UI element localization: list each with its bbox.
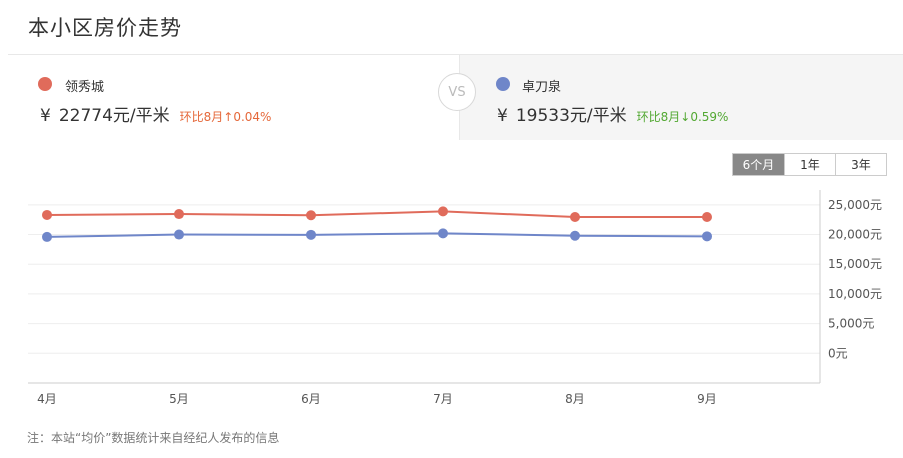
footnote: 注：本站“均价”数据统计来自经纪人发布的信息 [27,431,280,445]
data-point [174,209,184,220]
x-tick-label: 7月 [433,392,453,406]
range-tab-6m[interactable]: 6个月 [733,154,784,175]
data-point [42,209,52,220]
x-tick-label: 9月 [697,392,717,406]
data-point [702,231,712,242]
y-tick-label: 20,000元 [828,228,882,242]
y-tick-label: 0元 [828,346,848,360]
series-line-0 [46,210,707,219]
compare-left: 领秀城 ¥ 22774元/平米 环比8月↑0.04% [8,55,459,140]
compare-right: 卓刀泉 ¥ 19533元/平米 环比8月↓0.59% [459,55,903,140]
data-point [42,231,52,242]
data-point [438,206,448,217]
y-tick-label: 25,000元 [828,198,882,212]
price-right: 19533元/平米 [515,106,627,126]
data-point [570,212,580,223]
price-left: 22774元/平米 [58,106,170,126]
estate-name-right: 卓刀泉 [522,80,562,95]
range-tab-3y[interactable]: 3年 [835,154,886,175]
y-tick-label: 15,000元 [828,257,882,271]
estate-name-left: 领秀城 [65,80,105,95]
estate-color-dot-left [38,77,52,91]
data-point [702,212,712,223]
x-tick-label: 5月 [169,392,189,406]
data-point [174,229,184,240]
currency-symbol-left: ¥ [40,106,51,126]
data-point [306,210,316,221]
x-tick-label: 6月 [301,392,321,406]
price-line-left: ¥ 22774元/平米 环比8月↑0.04% [40,101,271,126]
data-point [570,230,580,241]
data-point [438,228,448,239]
data-point [306,229,316,240]
chart-area: 6个月 1年 3年 [8,141,903,458]
price-line-right: ¥ 19533元/平米 环比8月↓0.59% [497,101,728,126]
x-tick-label: 8月 [565,392,585,406]
mom-change-right: 环比8月↓0.59% [636,110,729,124]
mom-change-left: 环比8月↑0.04% [179,110,272,124]
compare-panel: 领秀城 ¥ 22774元/平米 环比8月↑0.04% 卓刀泉 ¥ 19533元/… [8,54,903,140]
y-tick-label: 5,000元 [828,317,874,331]
x-tick-label: 4月 [37,392,57,406]
series-line-1 [46,232,708,238]
range-tabs: 6个月 1年 3年 [732,153,887,176]
vs-badge: VS [438,73,476,111]
estate-color-dot-right [496,77,510,91]
page-title: 本小区房价走势 [28,16,182,40]
currency-symbol-right: ¥ [497,106,508,126]
y-tick-label: 10,000元 [828,287,882,301]
range-tab-1y[interactable]: 1年 [784,154,835,175]
